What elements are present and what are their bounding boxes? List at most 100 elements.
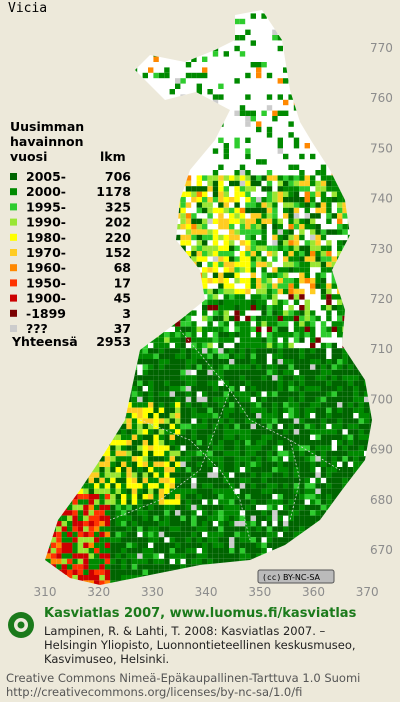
grid-cell — [61, 499, 67, 505]
grid-cell — [272, 526, 278, 532]
grid-cell — [175, 272, 181, 278]
grid-cell — [61, 396, 67, 403]
grid-cell — [364, 13, 370, 19]
grid-cell — [239, 461, 246, 467]
grid-cell — [158, 342, 165, 349]
grid-cell — [320, 472, 327, 478]
grid-cell — [310, 353, 316, 359]
grid-cell — [212, 461, 219, 467]
grid-cell — [56, 531, 62, 538]
grid-cell — [67, 488, 73, 494]
grid-cell — [364, 440, 370, 446]
grid-cell — [185, 315, 192, 322]
grid-cell — [94, 40, 100, 46]
grid-cell — [337, 488, 343, 494]
grid-cell — [288, 450, 294, 457]
grid-cell — [310, 191, 316, 197]
grid-cell — [342, 67, 348, 73]
legend-label: 1900- — [26, 291, 66, 306]
grid-cell — [104, 504, 111, 511]
grid-cell — [358, 272, 364, 278]
grid-cell — [56, 434, 62, 440]
grid-cell — [164, 267, 170, 273]
grid-cell — [67, 445, 73, 451]
grid-cell — [175, 353, 181, 359]
grid-cell — [94, 429, 100, 435]
grid-cell — [67, 359, 73, 365]
grid-cell — [342, 213, 348, 219]
grid-cell — [121, 348, 127, 354]
grid-cell — [88, 348, 94, 354]
grid-cell — [212, 526, 219, 532]
grid-cell — [320, 440, 327, 446]
grid-cell — [337, 272, 343, 278]
grid-cell — [293, 234, 300, 241]
grid-cell — [353, 175, 359, 181]
grid-cell — [358, 521, 364, 527]
grid-cell — [218, 558, 224, 565]
grid-cell — [83, 396, 89, 403]
grid-cell — [212, 407, 219, 413]
grid-cell — [266, 515, 273, 521]
grid-cell — [331, 564, 337, 570]
grid-cell — [239, 504, 246, 511]
grid-cell — [337, 456, 343, 462]
grid-cell — [186, 586, 191, 591]
grid-cell — [158, 510, 165, 516]
grid-cell — [56, 402, 62, 408]
grid-cell — [283, 494, 289, 500]
legend-label: ??? — [26, 321, 48, 336]
grid-cell — [56, 396, 62, 403]
grid-cell — [180, 548, 186, 554]
grid-cell — [72, 575, 78, 581]
grid-cell — [299, 499, 305, 505]
legend-swatch — [10, 264, 17, 272]
grid-cell — [196, 83, 202, 89]
grid-cell — [299, 504, 305, 511]
grid-cell — [212, 375, 219, 381]
grid-cell — [283, 234, 289, 241]
legend-count: 3 — [122, 306, 131, 321]
grid-cell — [121, 450, 127, 457]
grid-cell — [72, 202, 78, 208]
grid-cell — [67, 472, 73, 478]
grid-cell — [229, 348, 235, 354]
grid-cell — [223, 402, 229, 408]
grid-cell — [142, 342, 148, 349]
grid-cell — [137, 207, 143, 214]
grid-cell — [169, 288, 175, 295]
grid-cell — [45, 504, 46, 511]
grid-cell — [142, 504, 148, 511]
grid-cell — [331, 143, 337, 149]
grid-cell — [293, 310, 300, 316]
grid-cell — [148, 402, 154, 408]
grid-cell — [196, 256, 202, 262]
grid-cell — [72, 510, 78, 516]
grid-cell — [131, 510, 138, 516]
grid-cell — [191, 353, 197, 359]
grid-cell — [288, 407, 294, 413]
grid-cell — [375, 413, 380, 418]
grid-cell — [148, 207, 154, 214]
grid-cell — [148, 553, 154, 559]
grid-cell — [45, 429, 51, 435]
grid-cell — [337, 251, 343, 257]
grid-cell — [288, 461, 294, 467]
grid-cell — [164, 261, 170, 268]
grid-cell — [369, 110, 372, 116]
grid-cell — [304, 396, 310, 403]
grid-cell — [218, 256, 224, 262]
grid-cell — [223, 224, 229, 230]
grid-cell — [342, 396, 348, 403]
grid-cell — [310, 553, 316, 559]
grid-cell — [137, 434, 143, 440]
grid-cell — [299, 234, 305, 241]
grid-cell — [99, 434, 105, 440]
grid-cell — [320, 418, 327, 424]
grid-cell — [272, 553, 278, 559]
grid-cell — [164, 72, 170, 79]
grid-cell — [353, 278, 359, 284]
grid-cell — [148, 213, 154, 219]
grid-cell — [326, 332, 332, 338]
